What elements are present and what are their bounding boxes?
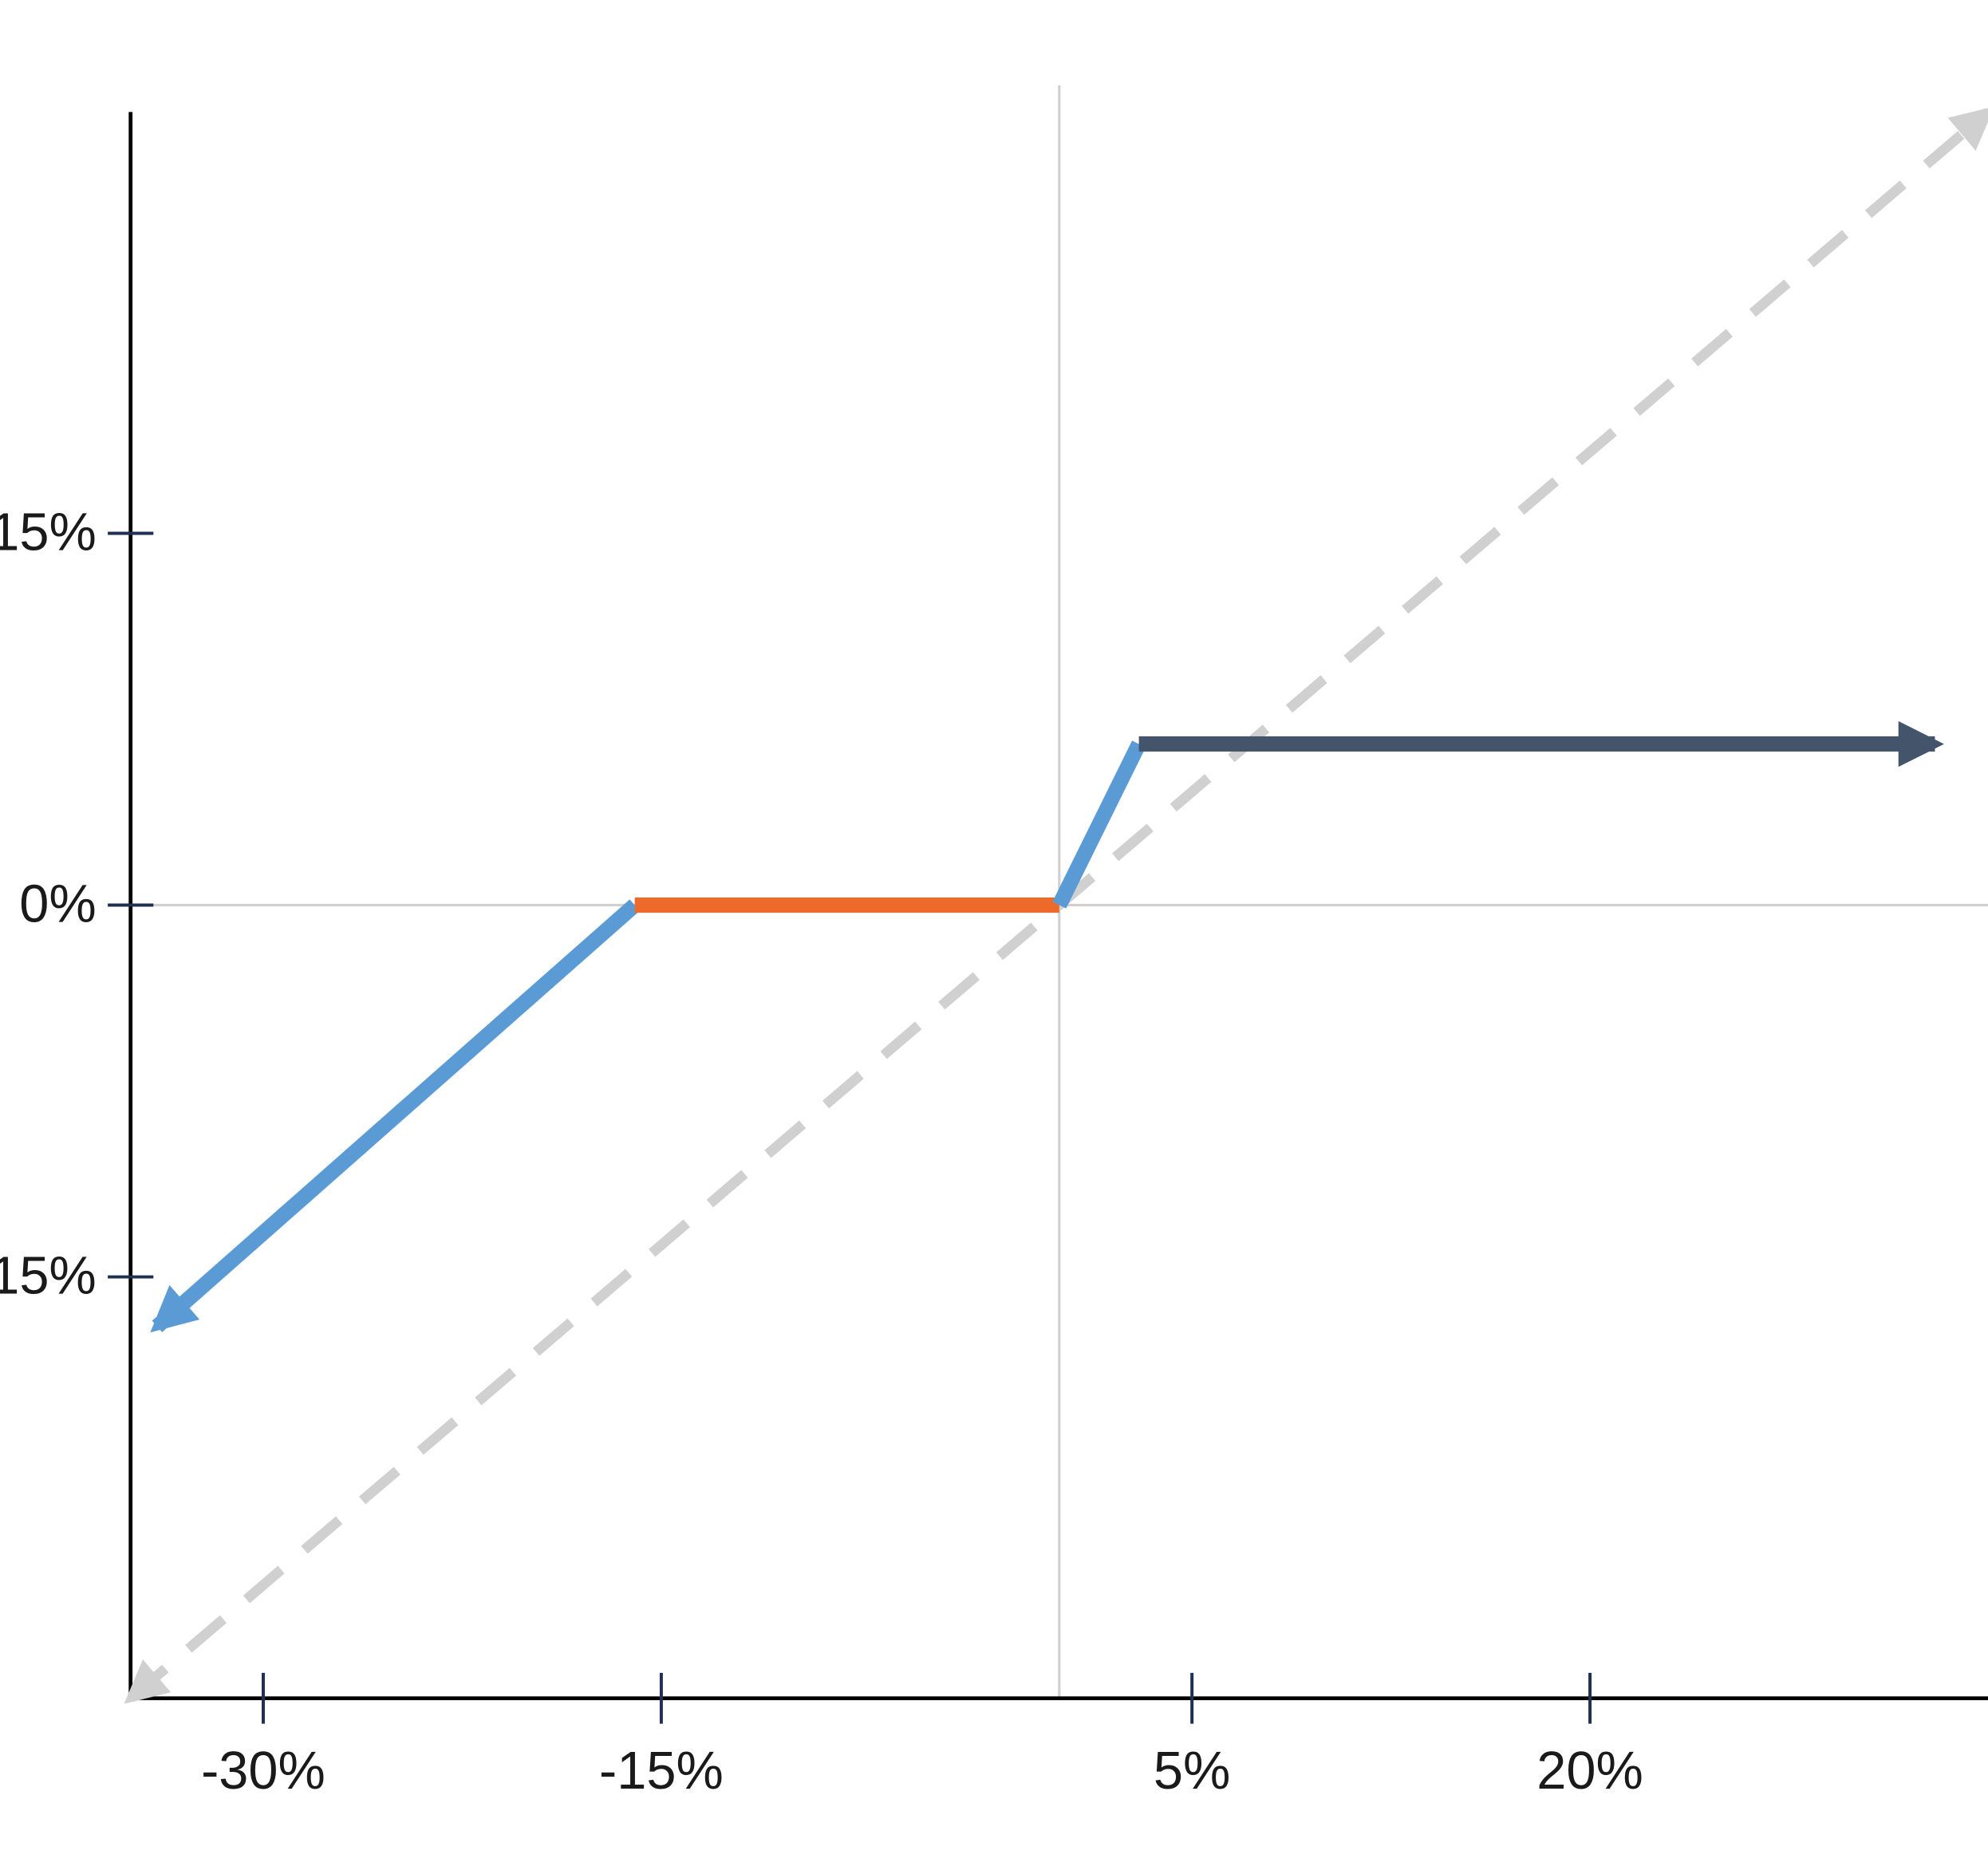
payoff-line [150, 899, 640, 1333]
payoff-line [1052, 740, 1146, 909]
x-tick-label: 5% [1154, 1741, 1230, 1801]
x-tick-label: -30% [201, 1741, 325, 1801]
x-tick-label: 20% [1536, 1741, 1643, 1801]
x-tick-label: -15% [599, 1741, 724, 1801]
y-tick-label: 0% [19, 874, 96, 933]
y-tick-label: -15% [0, 1245, 97, 1305]
y-tick-label: 15% [0, 502, 97, 562]
